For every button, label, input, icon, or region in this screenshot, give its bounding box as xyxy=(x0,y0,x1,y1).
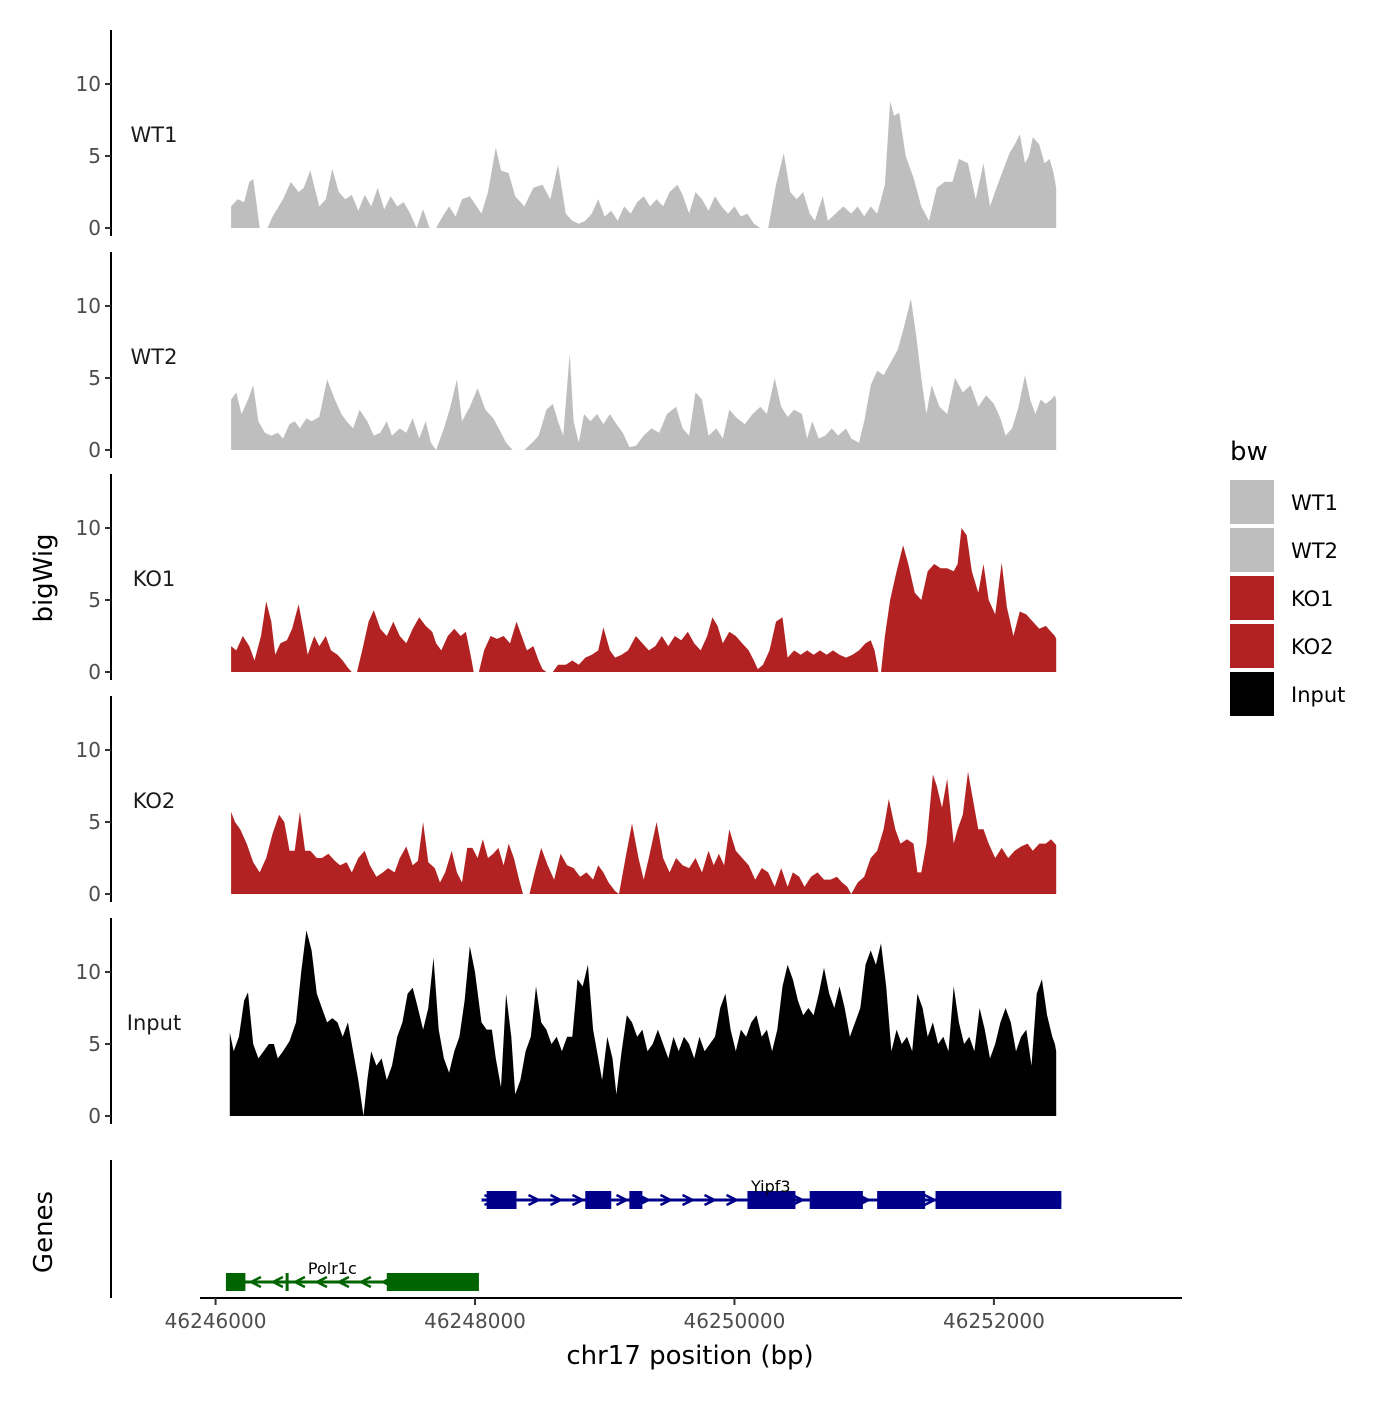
y-tick-label: 5 xyxy=(88,1032,101,1056)
strand-arrow xyxy=(292,1275,306,1289)
strand-arrow xyxy=(615,1193,630,1207)
track-ko2: 0 5 10 KO2 xyxy=(76,696,1057,906)
track-label: WT1 xyxy=(131,123,178,147)
track-label: KO2 xyxy=(133,789,176,813)
gene-yipf3: Yipf3 xyxy=(481,1177,1062,1209)
y-axis-title-bigwig: bigWig xyxy=(29,533,59,622)
y-tick-label: 10 xyxy=(76,516,101,540)
strand-arrow xyxy=(527,1193,542,1207)
track-ko1: 0 5 10 KO1 xyxy=(76,474,1057,684)
legend-label-input: Input xyxy=(1291,683,1345,707)
strand-arrow xyxy=(923,1193,938,1207)
x-axis-title: chr17 position (bp) xyxy=(566,1341,813,1371)
legend: bw WT1 WT2 KO1 KO2 Input xyxy=(1230,437,1345,716)
legend-swatch-wt2 xyxy=(1230,528,1274,572)
x-tick-label: 46246000 xyxy=(165,1309,267,1333)
y-tick-label: 0 xyxy=(88,660,101,684)
strand-arrow xyxy=(681,1193,696,1207)
gene-label: Yipf3 xyxy=(750,1177,791,1196)
legend-swatch-input xyxy=(1230,672,1274,716)
gene-exon xyxy=(935,1191,1062,1209)
legend-swatch-ko1 xyxy=(1230,576,1274,620)
track-wt2: 0 5 10 WT2 xyxy=(76,252,1057,462)
gene-exon xyxy=(877,1191,926,1209)
strand-arrow xyxy=(659,1193,674,1207)
y-tick-label: 10 xyxy=(76,72,101,96)
gene-exon xyxy=(486,1191,517,1209)
y-tick-label: 0 xyxy=(88,438,101,462)
strand-arrow xyxy=(358,1275,372,1289)
strand-arrow xyxy=(248,1275,262,1289)
track-label: WT2 xyxy=(131,345,178,369)
x-tick-label: 46248000 xyxy=(424,1309,526,1333)
y-tick-label: 0 xyxy=(88,216,101,240)
gene-exon xyxy=(225,1273,246,1291)
x-axis: 46246000 46248000 46250000 46252000 xyxy=(165,1297,1182,1333)
gene-label: Polr1c xyxy=(308,1259,357,1278)
coverage-area-ko2 xyxy=(231,771,1057,894)
y-tick-label: 10 xyxy=(76,960,101,984)
y-tick-label: 10 xyxy=(76,294,101,318)
y-tick-label: 10 xyxy=(76,738,101,762)
coverage-tracks: 0 5 10 WT1 0 5 10 WT2 0 5 10 KO1 0 5 10 KO2 0 5 10 Input xyxy=(76,30,1057,1128)
y-axis-title-genes: Genes xyxy=(29,1191,59,1273)
coverage-area-ko1 xyxy=(231,528,1057,672)
gene-exon xyxy=(386,1273,479,1291)
strand-arrow xyxy=(571,1193,586,1207)
coverage-area-wt2 xyxy=(231,298,1057,450)
track-wt1: 0 5 10 WT1 xyxy=(76,30,1057,240)
gene-exon xyxy=(809,1191,863,1209)
x-tick-label: 46250000 xyxy=(684,1309,786,1333)
legend-title: bw xyxy=(1230,437,1268,467)
track-label: Input xyxy=(127,1011,181,1035)
y-tick-label: 5 xyxy=(88,810,101,834)
strand-arrow xyxy=(549,1193,564,1207)
x-tick-label: 46252000 xyxy=(943,1309,1045,1333)
legend-swatch-ko2 xyxy=(1230,624,1274,668)
gene-polr1c: Polr1c xyxy=(225,1259,479,1291)
legend-label-wt1: WT1 xyxy=(1291,491,1338,515)
gene-exon xyxy=(629,1191,643,1209)
legend-label-ko2: KO2 xyxy=(1291,635,1334,659)
strand-arrow xyxy=(336,1275,350,1289)
gene-exon xyxy=(285,1273,289,1291)
gene-track: Yipf3 Polr1c xyxy=(110,1160,1062,1298)
strand-arrow xyxy=(270,1275,284,1289)
y-tick-label: 0 xyxy=(88,1104,101,1128)
legend-label-ko1: KO1 xyxy=(1291,587,1334,611)
strand-arrow xyxy=(725,1193,740,1207)
strand-arrow xyxy=(314,1275,328,1289)
y-tick-label: 5 xyxy=(88,144,101,168)
y-tick-label: 5 xyxy=(88,588,101,612)
track-label: KO1 xyxy=(133,567,176,591)
gene-exon xyxy=(585,1191,612,1209)
legend-swatch-wt1 xyxy=(1230,480,1274,524)
y-tick-label: 5 xyxy=(88,366,101,390)
strand-arrow xyxy=(703,1193,718,1207)
coverage-area-wt1 xyxy=(231,101,1057,228)
gene-exon xyxy=(747,1191,796,1209)
strand-arrow xyxy=(791,1193,806,1207)
y-tick-label: 0 xyxy=(88,882,101,906)
coverage-area-input xyxy=(229,930,1057,1116)
track-input: 0 5 10 Input xyxy=(76,918,1057,1128)
legend-label-wt2: WT2 xyxy=(1291,539,1338,563)
